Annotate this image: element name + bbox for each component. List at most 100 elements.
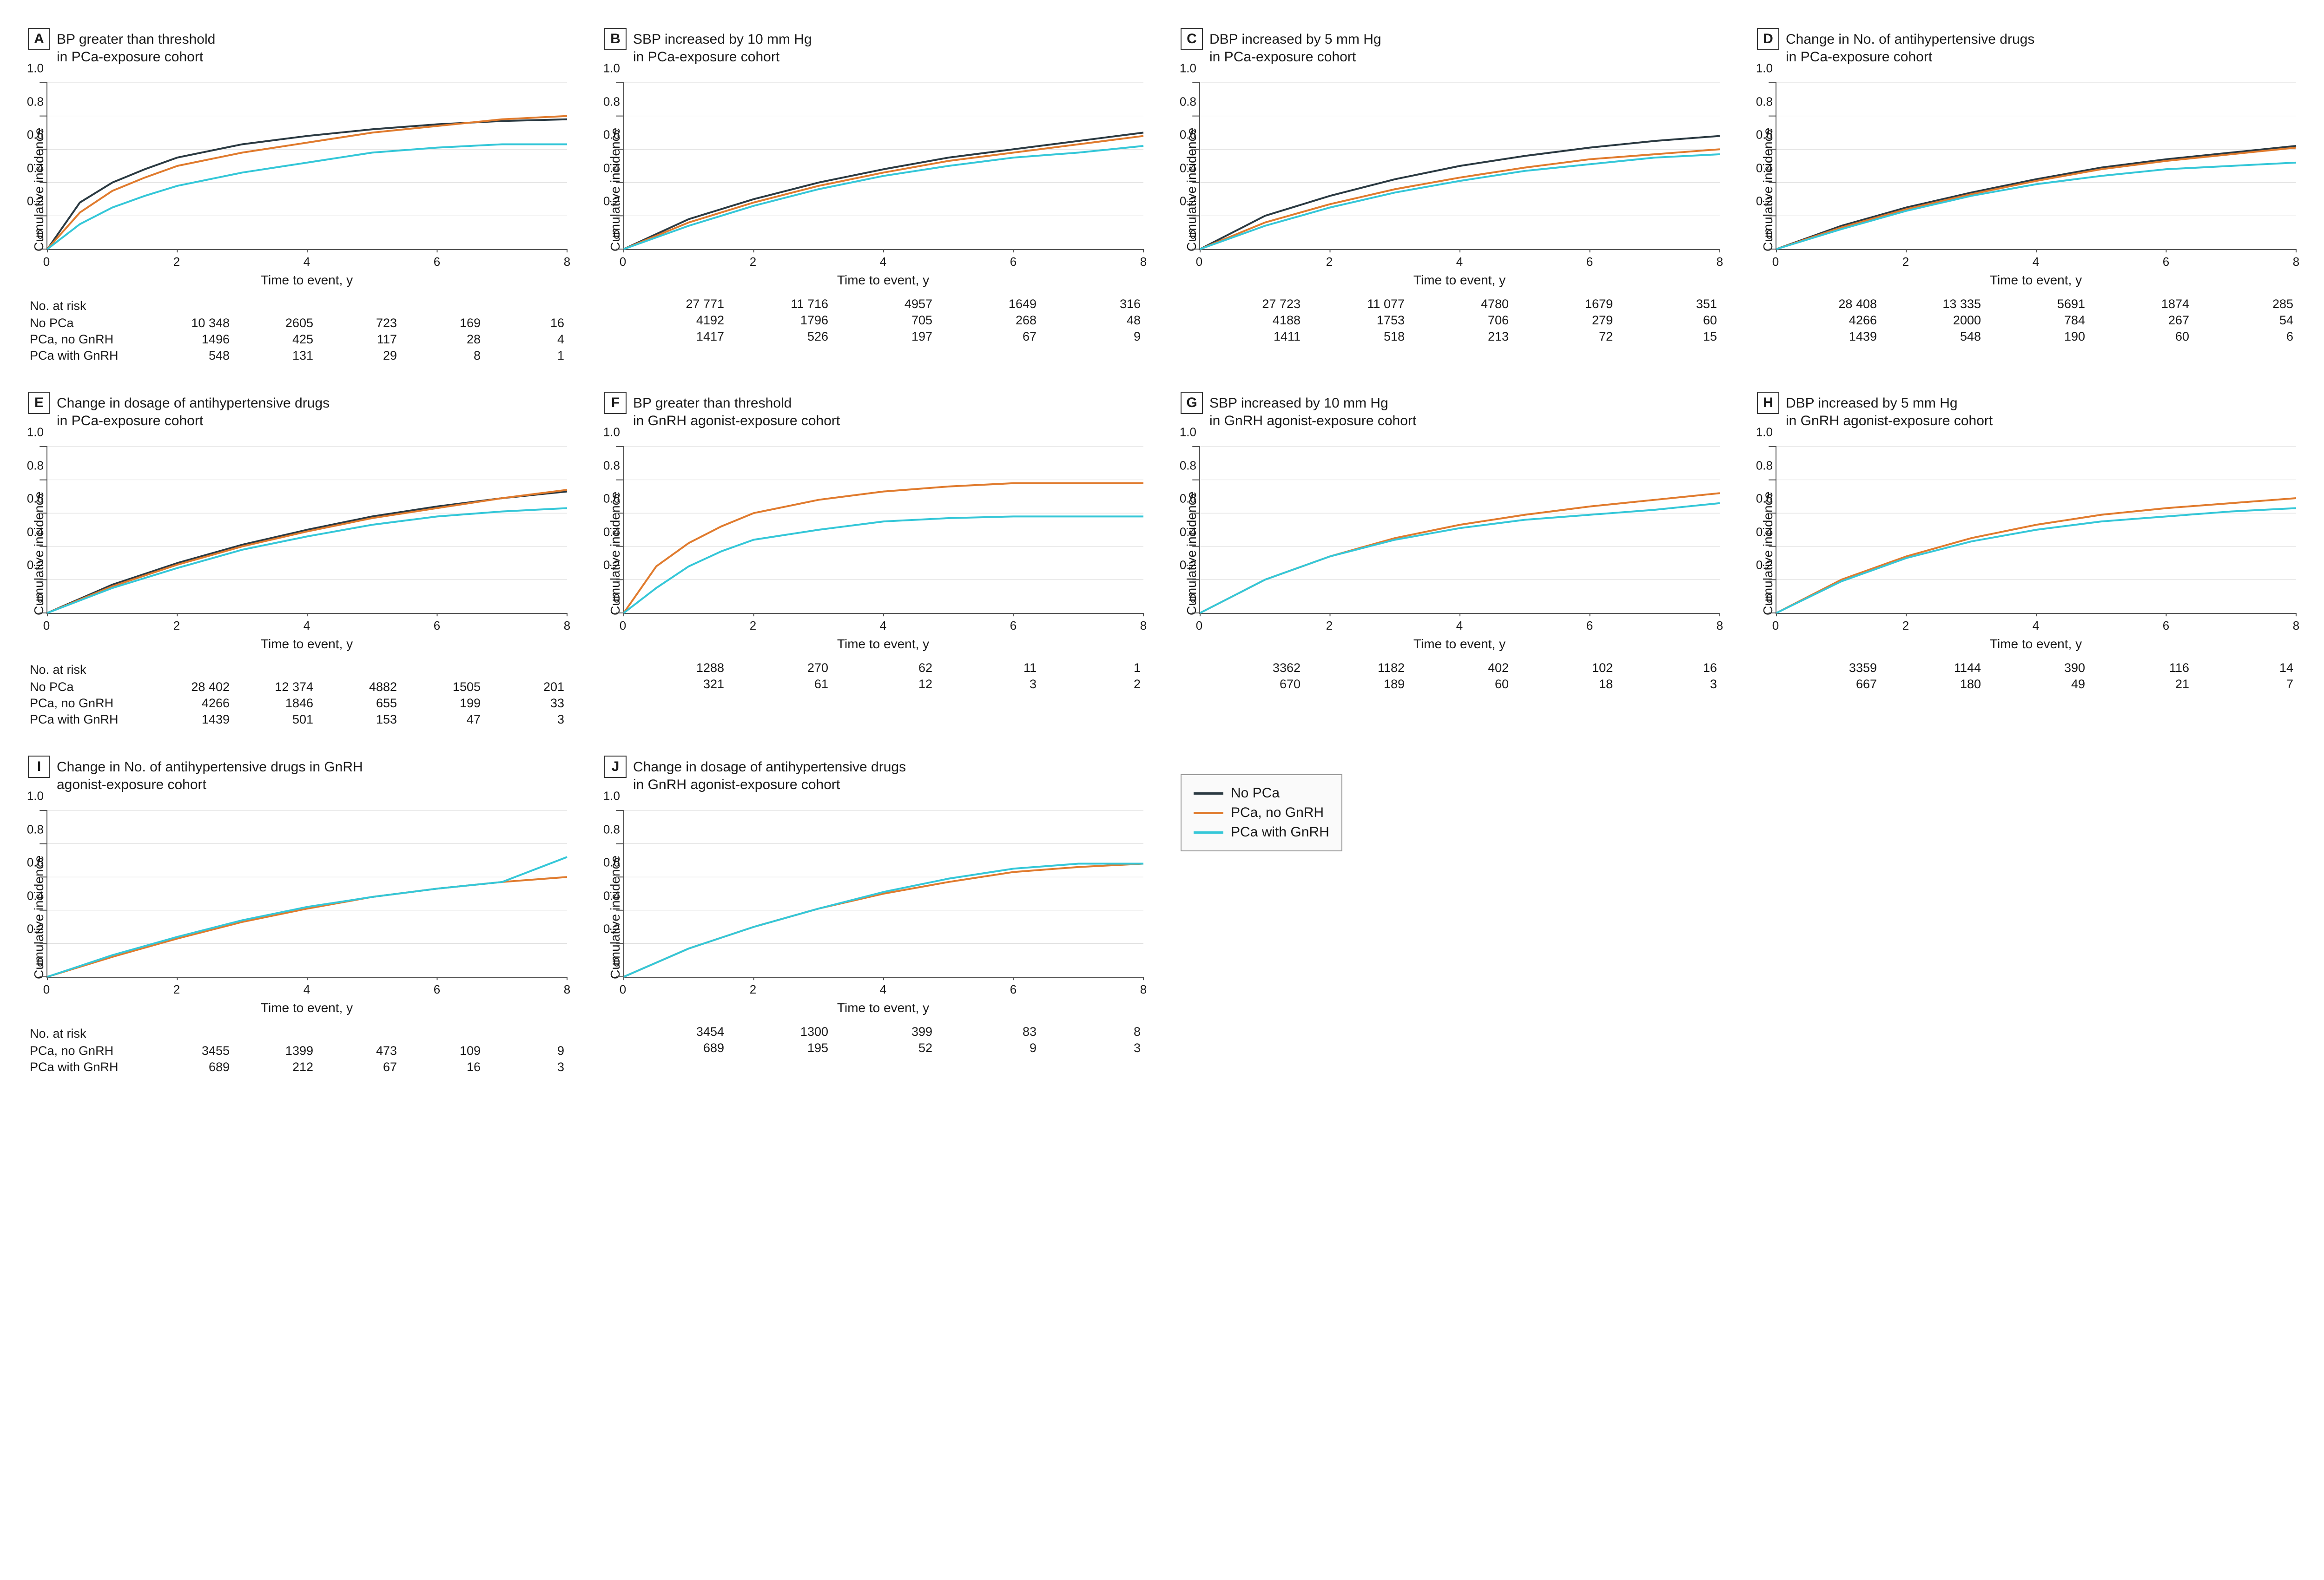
risk-value: 16: [483, 315, 567, 331]
x-axis-label: Time to event, y: [1776, 269, 2296, 296]
plot-area: 00.20.40.60.81.0: [1199, 83, 1720, 250]
risk-row-label: [1181, 296, 1199, 312]
series-pca_gnrh: [624, 146, 1143, 249]
risk-value: 16: [400, 1059, 483, 1075]
panel-letter: F: [604, 392, 627, 414]
risk-value: 784: [1984, 312, 2088, 329]
number-at-risk: No. at riskNo PCa28 40212 37448821505201…: [28, 660, 567, 728]
risk-value: 1439: [1776, 329, 1880, 345]
risk-row-label: PCa with GnRH: [28, 1059, 149, 1075]
risk-row-label: [604, 1024, 623, 1040]
series-pca_no_gnrh: [624, 864, 1143, 977]
x-tick-label: 6: [430, 619, 444, 633]
risk-value: 18: [1512, 676, 1616, 692]
x-axis-label: Time to event, y: [623, 633, 1143, 660]
legend-cell: No PCaPCa, no GnRHPCa with GnRH: [1181, 756, 1720, 1075]
legend-item-pca_gnrh: PCa with GnRH: [1194, 823, 1329, 842]
x-tick-label: 6: [1006, 619, 1020, 633]
risk-value: 3: [1039, 1040, 1143, 1056]
risk-value: 548: [1880, 329, 1984, 345]
risk-value: 11 077: [1303, 296, 1407, 312]
x-tick-label: 2: [1322, 255, 1336, 269]
risk-value: 3: [935, 676, 1039, 692]
series-pca_no_gnrh: [1776, 498, 2296, 613]
risk-value: 14: [2192, 660, 2296, 676]
x-axis-label: Time to event, y: [1199, 269, 1720, 296]
risk-value: 10 348: [149, 315, 232, 331]
risk-value: 526: [727, 329, 831, 345]
risk-value: 402: [1407, 660, 1512, 676]
panel-letter: A: [28, 28, 50, 50]
x-tick-label: 8: [560, 255, 574, 269]
risk-value: 1846: [232, 695, 316, 711]
risk-value: 60: [1616, 312, 1720, 329]
series-no_pca: [1200, 136, 1720, 249]
x-tick-label: 6: [1006, 255, 1020, 269]
risk-value: 27 771: [623, 296, 727, 312]
x-axis-label: Time to event, y: [1776, 633, 2296, 660]
risk-row-label: PCa, no GnRH: [28, 695, 149, 711]
risk-value: 4266: [1776, 312, 1880, 329]
x-tick-label: 2: [170, 255, 184, 269]
number-at-risk: 27 77111 7164957164931641921796705268481…: [604, 296, 1143, 345]
risk-value: 667: [1776, 676, 1880, 692]
panel-h: HDBP increased by 5 mm Hgin GnRH agonist…: [1757, 392, 2296, 728]
risk-value: 213: [1407, 329, 1512, 345]
risk-row-label: [1181, 676, 1199, 692]
risk-value: 689: [623, 1040, 727, 1056]
risk-value: 195: [727, 1040, 831, 1056]
number-at-risk: No. at riskPCa, no GnRH345513994731099PC…: [28, 1024, 567, 1075]
risk-value: 116: [2088, 660, 2192, 676]
risk-value: 7: [2192, 676, 2296, 692]
x-tick-label: 6: [430, 982, 444, 997]
risk-value: 9: [1039, 329, 1143, 345]
risk-value: 1679: [1512, 296, 1616, 312]
number-at-risk: 27 72311 0774780167935141881753706279601…: [1181, 296, 1720, 345]
panel-letter: G: [1181, 392, 1203, 414]
panel-letter: H: [1757, 392, 1779, 414]
risk-value: 723: [316, 315, 400, 331]
legend-swatch: [1194, 792, 1223, 795]
risk-value: 4266: [149, 695, 232, 711]
series-pca_gnrh: [47, 857, 567, 977]
risk-value: 425: [232, 331, 316, 348]
risk-value: 12 374: [232, 679, 316, 695]
x-tick-label: 8: [1136, 619, 1150, 633]
x-tick-label: 8: [2289, 255, 2303, 269]
risk-value: 60: [2088, 329, 2192, 345]
risk-value: 689: [149, 1059, 232, 1075]
risk-title: No. at risk: [28, 660, 567, 679]
risk-value: 11: [935, 660, 1039, 676]
risk-value: 670: [1199, 676, 1303, 692]
x-axis-label: Time to event, y: [623, 997, 1143, 1024]
risk-value: 9: [935, 1040, 1039, 1056]
risk-value: 199: [400, 695, 483, 711]
panel-letter: D: [1757, 28, 1779, 50]
risk-value: 13 335: [1880, 296, 1984, 312]
risk-value: 190: [1984, 329, 2088, 345]
y-axis-label: Cumulative incidence: [1757, 83, 1776, 296]
risk-row-label: [604, 312, 623, 329]
risk-value: 548: [149, 348, 232, 364]
risk-row-label: [1757, 312, 1776, 329]
x-axis-label: Time to event, y: [46, 997, 567, 1024]
x-tick-label: 2: [170, 982, 184, 997]
x-tick-label: 8: [1713, 619, 1727, 633]
x-axis-label: Time to event, y: [1199, 633, 1720, 660]
risk-value: 316: [1039, 296, 1143, 312]
risk-value: 1144: [1880, 660, 1984, 676]
plot-area: 00.20.40.60.81.0: [46, 810, 567, 978]
panel-title: DBP increased by 5 mm Hgin PCa-exposure …: [1209, 28, 1381, 66]
risk-value: 11 716: [727, 296, 831, 312]
risk-value: 8: [1039, 1024, 1143, 1040]
series-no_pca: [47, 492, 567, 613]
panel-title: Change in No. of antihypertensive drugs …: [57, 756, 363, 793]
series-no_pca: [1776, 146, 2296, 249]
risk-value: 1399: [232, 1043, 316, 1059]
risk-value: 28: [400, 331, 483, 348]
y-axis-label: Cumulative incidence: [1181, 83, 1199, 296]
legend-label: No PCa: [1231, 785, 1280, 801]
risk-value: 131: [232, 348, 316, 364]
risk-value: 1417: [623, 329, 727, 345]
risk-value: 3: [1616, 676, 1720, 692]
